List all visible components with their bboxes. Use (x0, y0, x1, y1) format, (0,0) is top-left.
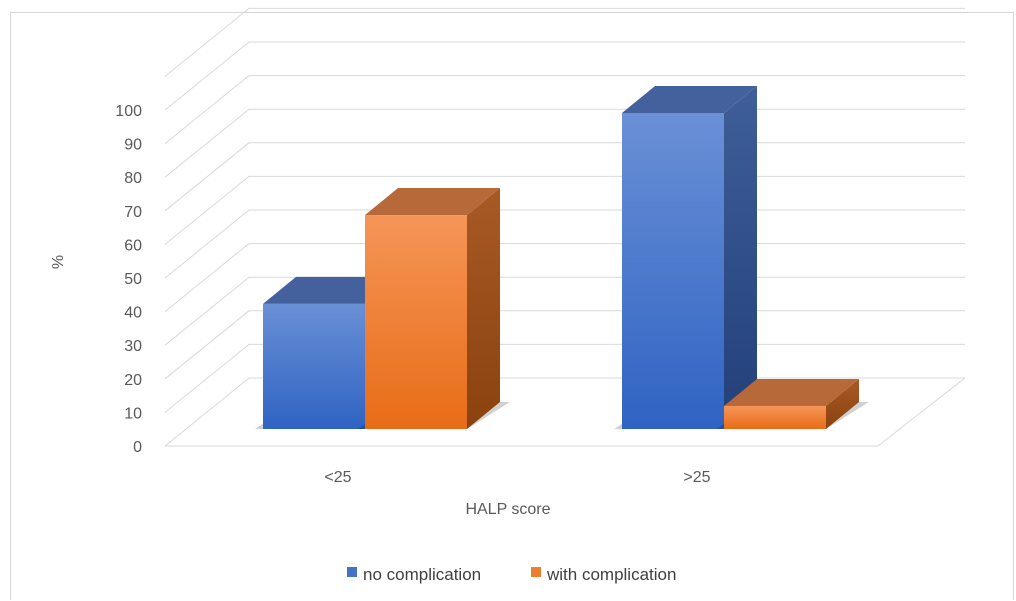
x-axis-title: HALP score (465, 501, 550, 518)
y-tick-label: 20 (124, 372, 142, 389)
legend-label: with complication (546, 565, 676, 584)
y-tick-label: 60 (124, 237, 142, 254)
chart-frame (10, 12, 1014, 600)
legend-label: no complication (363, 565, 481, 584)
bars (255, 86, 869, 429)
y-tick-label: 90 (124, 137, 142, 154)
x-tick-label: >25 (683, 469, 710, 486)
bar-side (467, 188, 500, 429)
bar-top (622, 86, 757, 113)
gridline (164, 41, 965, 111)
bar-front (724, 405, 826, 429)
bar-top (365, 188, 500, 216)
bar (716, 378, 869, 429)
y-axis-ticks: 0 10 20 30 40 50 60 70 80 90 100 (115, 103, 142, 456)
bar-front (365, 215, 467, 429)
y-tick-label: 50 (124, 271, 142, 288)
y-tick-label: 80 (124, 170, 142, 187)
x-tick-label: <25 (324, 469, 351, 486)
bar-top (263, 276, 398, 304)
y-tick-label: 40 (124, 305, 142, 322)
y-axis-title: % (50, 255, 67, 269)
floor-edge (877, 377, 966, 447)
y-tick-label: 0 (133, 439, 142, 456)
bar-top (724, 378, 859, 406)
chart-walls (164, 7, 966, 447)
bar-side (724, 86, 757, 429)
y-tick-label: 100 (115, 103, 142, 120)
x-axis-ticks: <25 >25 (324, 469, 710, 486)
bar (614, 86, 767, 429)
legend-swatch (347, 567, 357, 577)
legend: no complication with complication (347, 565, 676, 584)
bar (357, 188, 510, 429)
y-tick-label: 30 (124, 338, 142, 355)
y-tick-label: 70 (124, 204, 142, 221)
bar-side (826, 378, 859, 429)
gridline (164, 7, 965, 77)
gridline (164, 75, 965, 144)
legend-item: with complication (531, 565, 676, 584)
bar-front (622, 113, 724, 429)
y-tick-label: 10 (124, 405, 142, 422)
legend-swatch (531, 567, 541, 577)
bar-front (263, 303, 365, 429)
legend-item: no complication (347, 565, 481, 584)
